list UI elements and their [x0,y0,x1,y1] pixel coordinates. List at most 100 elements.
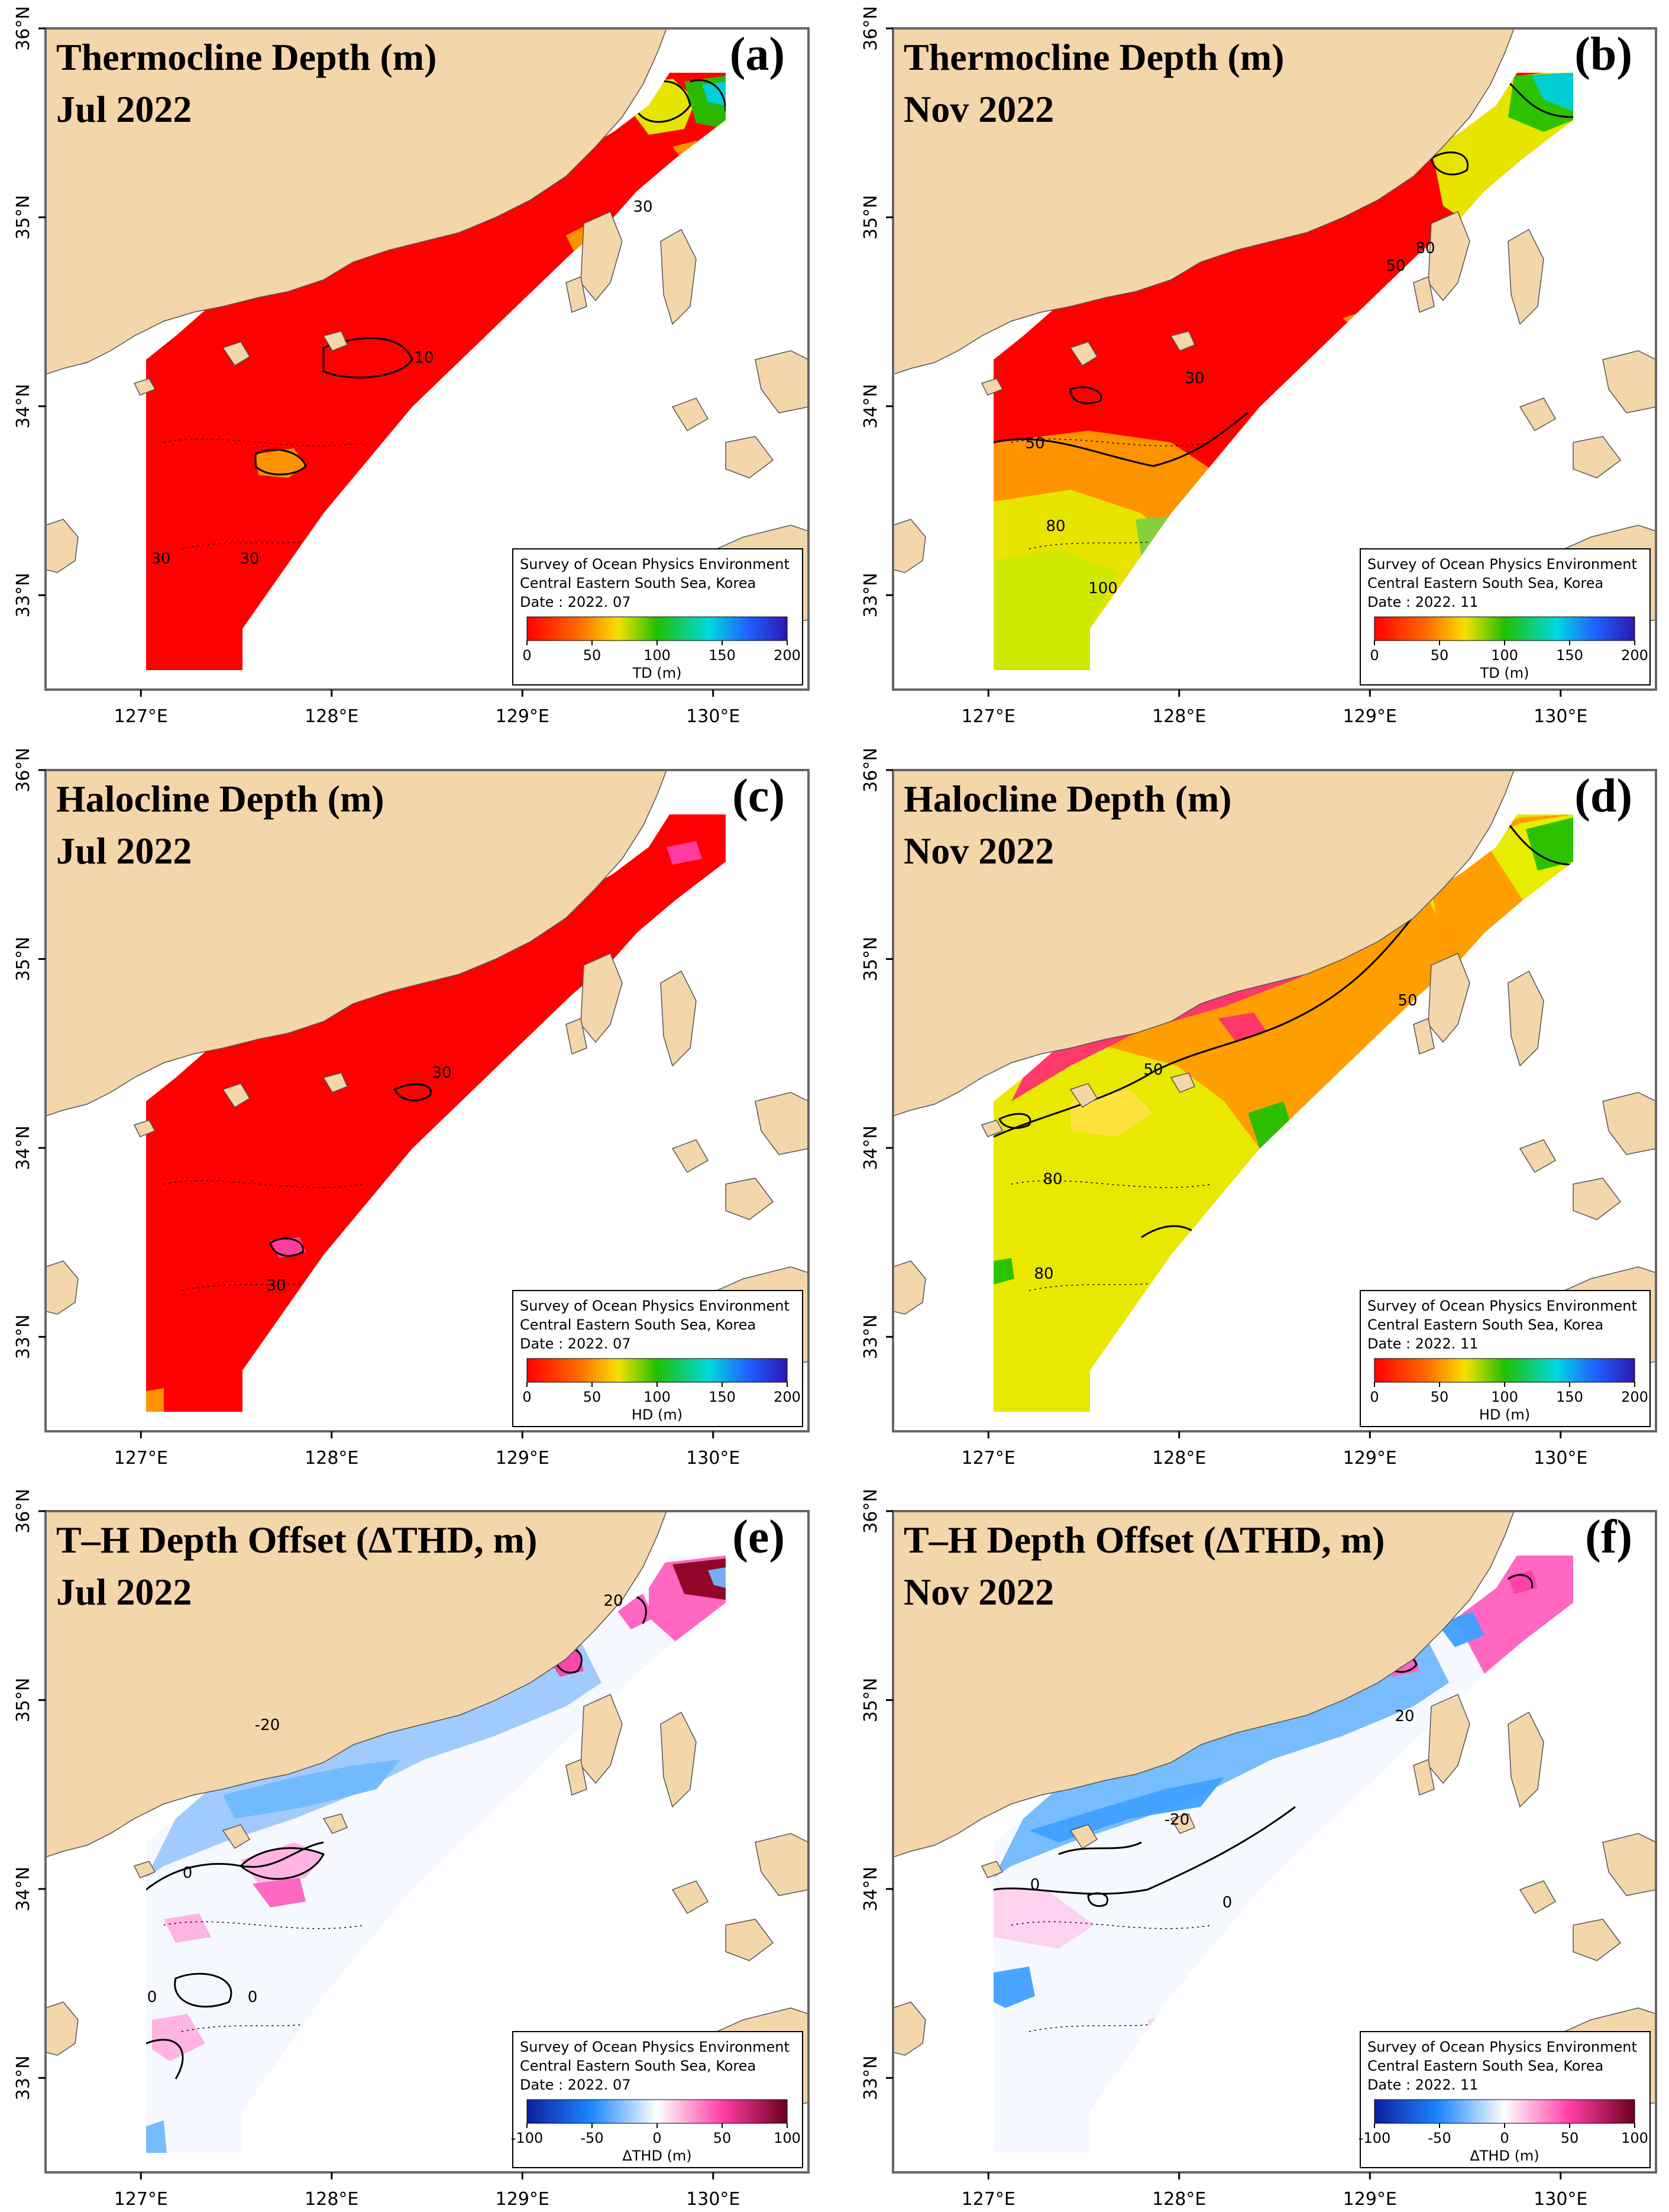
field-patch [548,1647,584,1677]
colorbar-tick-label: 150 [1556,647,1583,664]
contour-line [1069,386,1102,405]
lat-tick-label: 34°N [861,1126,881,1170]
colorbar [1374,2099,1635,2124]
contour-label: 30 [240,550,259,568]
land-island [671,1880,709,1915]
contour-label: 30 [151,550,170,568]
land-island [725,1919,774,1961]
land-island [1573,1178,1622,1220]
panel-subtitle: Jul 2022 [56,88,192,130]
colorbar-label: HD (m) [1479,1406,1530,1423]
lat-tick-label: 35°N [861,1678,881,1723]
panel-letter: (a) [730,28,785,80]
map-content-b: 50 80 30 50 80 100 [893,28,1656,690]
land-island [133,1120,156,1137]
field-patch [146,1388,164,1412]
contour-line [1507,80,1573,118]
colorbar-tick-label: 0 [522,1389,531,1405]
land-island [322,331,348,351]
land-mainland [893,770,1515,1117]
field-patch [994,1258,1014,1285]
lat-tick-label: 33°N [861,1314,881,1359]
lon-tick-label: 129°E [1343,1448,1397,1469]
land-mainland [46,28,667,375]
land-island [660,1711,697,1808]
field-patch [1070,894,1461,1149]
land-island [1170,331,1195,351]
lon-tick-label: 128°E [1152,706,1206,727]
contour-label: 0 [183,1864,193,1882]
land-island [1508,1711,1544,1808]
contour-label: 0 [147,1988,157,2006]
colorbar-tick-label: 50 [583,647,601,664]
contour-label: 0 [248,1988,258,2006]
colorbar [1374,1358,1635,1383]
lon-tick-label: 127°E [962,2189,1015,2210]
lat-tick-label: 34°N [13,1867,34,1912]
contour-label: 50 [1386,257,1405,275]
land-island [981,378,1004,396]
colorbar-tick-label: -50 [1428,2130,1451,2146]
map-panel-e: 20 -20 0 0 0 T–H Depth Offset (ΔTHD, m) Jul 20… [13,1489,810,2210]
land-island [671,397,709,432]
legend-date: Date : 2022. 11 [1367,2077,1479,2093]
land-island [660,228,697,325]
lat-tick-label: 34°N [861,1867,881,1912]
land-mainland [46,770,667,1117]
panel-subtitle: Nov 2022 [904,88,1054,130]
land-island [1508,228,1544,325]
colorbar-tick-label: 50 [1561,2130,1579,2146]
land-island [755,350,808,413]
field-base [146,73,726,670]
lon-tick-label: 130°E [686,1448,740,1469]
field-patch [1526,817,1573,871]
lon-tick-label: 127°E [962,1448,1015,1469]
colorbar [526,1358,788,1383]
contour-label: 20 [1395,1707,1414,1725]
contour-label: -20 [255,1716,280,1734]
land-island [1069,341,1098,367]
colorbar-tick-label: -50 [580,2130,603,2146]
lat-tick-label: 34°N [13,1126,34,1170]
land-island [1573,1919,1622,1961]
legend-line1: Survey of Ocean Physics Environment [520,556,790,573]
lon-tick-label: 130°E [686,706,740,727]
field-patch [994,947,1307,1137]
lat-tick-label: 36°N [861,748,881,793]
colorbar-tick-label: 0 [652,2130,661,2146]
map-panel-a: 10 30 30 30 Thermocline Depth (m) Jul 2022 (a)… [13,6,810,727]
panel-letter: (f) [1585,1511,1632,1563]
legend-box: Survey of Ocean Physics Environment Centr… [1360,1290,1651,1427]
legend-box: Survey of Ocean Physics Environment Centr… [1359,2031,1651,2168]
field-base [146,814,726,1412]
field-patch [152,2014,205,2061]
contour-label: 80 [1034,1265,1053,1283]
contour-label: 50 [1025,435,1044,452]
legend-date: Date : 2022. 07 [520,594,631,610]
contour-label: -20 [1165,1811,1189,1829]
field-patch [255,448,306,478]
contour-label: 20 [603,1592,623,1610]
lat-tick-label: 35°N [861,937,881,982]
data-field-c [146,814,726,1412]
contour-label: 100 [1088,580,1118,597]
lon-tick-label: 128°E [305,1448,358,1469]
map-content-d: 50 50 80 80 [893,770,1656,1431]
contour-label: 80 [1043,1170,1062,1188]
lon-tick-label: 127°E [962,706,1015,727]
land-island [1519,1880,1557,1915]
colorbar-tick-label: 100 [643,1389,671,1405]
contour-line [690,79,726,112]
land-mainland [46,1511,667,1858]
contour-label: 0 [1222,1894,1233,1912]
land-mainland [893,1511,1515,1858]
contour-label: 30 [432,1064,451,1082]
field-patch [1532,73,1573,111]
lon-tick-label: 129°E [496,706,549,727]
land-island [1519,397,1557,432]
colorbar-tick-label: -100 [1359,2130,1390,2146]
land-island [46,2001,79,2056]
contour-label: 10 [414,349,434,367]
land-island [133,1861,156,1878]
field-base [146,1555,726,2153]
